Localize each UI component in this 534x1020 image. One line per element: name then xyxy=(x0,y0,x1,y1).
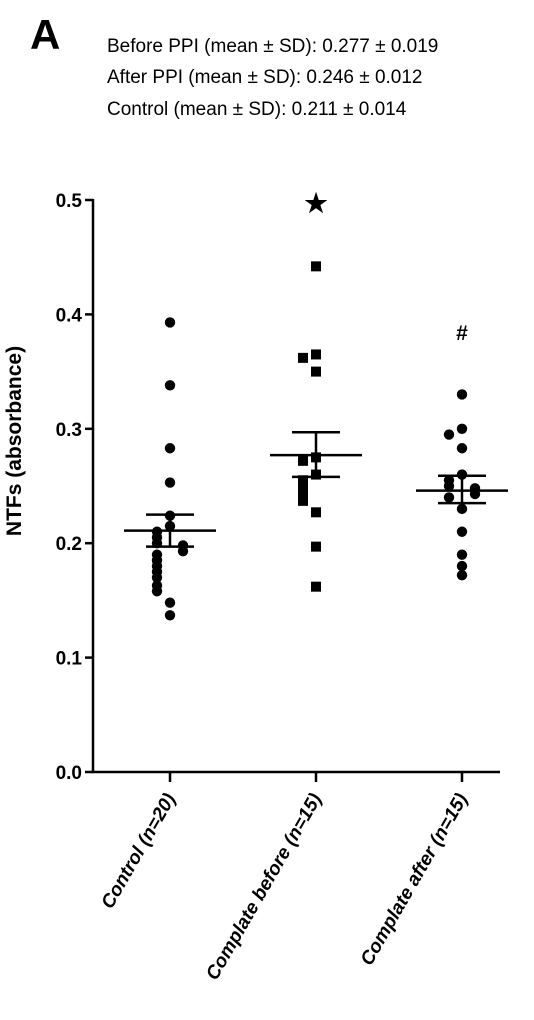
y-tick-label: 0.4 xyxy=(56,305,83,326)
data-point-circle xyxy=(456,389,468,400)
significance-hash: # xyxy=(456,322,468,345)
y-tick-label: 0.1 xyxy=(56,649,83,670)
data-point-square xyxy=(311,366,321,377)
data-point-square xyxy=(311,581,321,592)
data-point-circle xyxy=(443,429,455,440)
data-point-circle xyxy=(456,526,468,537)
data-point-square xyxy=(298,481,308,491)
data-point-square xyxy=(311,541,321,552)
data-point-circle xyxy=(456,443,468,454)
data-point-circle xyxy=(456,549,468,560)
data-point-square xyxy=(298,352,308,363)
data-point-circle xyxy=(164,443,176,454)
data-point-square xyxy=(311,261,321,272)
y-tick-label: 0.3 xyxy=(56,420,82,441)
data-point-circle xyxy=(164,317,176,328)
data-point-circle xyxy=(177,546,189,557)
panel-label: A xyxy=(30,11,61,58)
y-axis-title: NTFs (absorbance) xyxy=(3,346,26,536)
stats-after-ppi: After PPI (mean ± SD): 0.246 ± 0.012 xyxy=(107,67,423,88)
data-point-circle xyxy=(456,560,468,572)
data-point-square xyxy=(298,495,308,506)
data-point-circle xyxy=(164,477,176,488)
stats-before-ppi: Before PPI (mean ± SD): 0.277 ± 0.019 xyxy=(107,36,439,57)
x-category-label: Complate before (n=15) xyxy=(202,790,326,984)
data-point-square xyxy=(298,486,308,497)
data-point-circle xyxy=(443,492,455,503)
data-point-square xyxy=(311,349,321,360)
y-tick-label: 0.5 xyxy=(56,191,83,212)
data-point-circle xyxy=(164,380,176,391)
y-tick-label: 0.2 xyxy=(56,534,82,555)
significance-star: ★ xyxy=(304,188,328,218)
x-category-label: Complate after (n=15) xyxy=(357,790,473,969)
data-point-circle xyxy=(443,480,455,492)
y-tick-label: 0.0 xyxy=(56,763,82,784)
data-point-circle xyxy=(456,503,468,515)
x-category-label: Control (n=20) xyxy=(97,790,180,912)
data-point-square xyxy=(311,507,321,518)
data-point-square xyxy=(298,475,308,486)
data-point-circle xyxy=(151,586,163,597)
data-point-circle xyxy=(151,572,163,583)
data-point-circle xyxy=(164,597,176,608)
stats-control: Control (mean ± SD): 0.211 ± 0.014 xyxy=(107,99,407,120)
data-point-circle xyxy=(164,610,176,621)
data-point-circle xyxy=(456,570,468,581)
data-point-square xyxy=(298,455,308,466)
data-point-circle xyxy=(456,423,468,434)
